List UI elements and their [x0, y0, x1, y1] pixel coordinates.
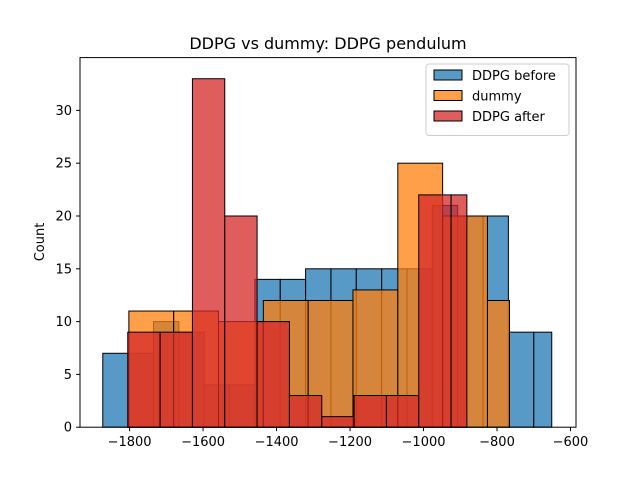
legend: DDPG before dummy DDPG after: [425, 63, 570, 136]
histogram-bar: [288, 395, 323, 428]
legend-swatch: [433, 110, 463, 122]
x-tick-label: −1800: [108, 435, 152, 450]
bars-layer: [102, 78, 553, 428]
x-tick-label: −1600: [181, 435, 225, 450]
legend-swatch: [433, 90, 463, 101]
y-tick-label: 30: [55, 104, 72, 119]
x-tick-label: −1200: [328, 435, 372, 450]
histogram-bar: [507, 331, 535, 428]
y-tick-label: 20: [55, 210, 72, 225]
histogram-bar: [353, 395, 387, 428]
histogram-bar: [486, 299, 510, 428]
y-tick-label: 5: [64, 368, 72, 383]
histogram-bar: [102, 352, 129, 428]
histogram-bar: [191, 78, 226, 428]
x-tick-label: −1000: [402, 435, 446, 450]
x-tick-label: −1400: [255, 435, 299, 450]
chart-title: DDPG vs dummy: DDPG pendulum: [189, 34, 466, 53]
histogram-bar: [450, 194, 468, 428]
y-tick-label: 15: [55, 262, 72, 277]
histogram-bar: [385, 395, 420, 428]
series-2: [127, 78, 468, 428]
histogram-bar: [256, 321, 290, 428]
histogram-bar: [127, 331, 161, 428]
y-tick-label: 0: [64, 421, 72, 436]
plot-area: [79, 57, 577, 428]
legend-swatch: [433, 69, 463, 81]
y-axis: 0 5 10 15 20 25 30: [55, 104, 80, 436]
histogram-bar: [224, 215, 258, 428]
x-tick-label: −800: [479, 435, 515, 450]
histogram-bar: [418, 194, 452, 428]
y-tick-label: 25: [55, 157, 72, 172]
x-axis: −1800 −1600 −1400 −1200 −1000 −800 −600: [108, 427, 589, 450]
legend-label: dummy: [472, 90, 522, 105]
y-axis-label: Count: [33, 223, 48, 262]
histogram-bar: [159, 331, 193, 428]
y-tick-label: 10: [55, 315, 72, 330]
histogram-bar: [321, 416, 355, 428]
histogram-bar: [533, 331, 553, 428]
x-tick-label: −600: [553, 435, 589, 450]
legend-label: DDPG before: [472, 69, 556, 84]
legend-label: DDPG after: [472, 110, 545, 125]
